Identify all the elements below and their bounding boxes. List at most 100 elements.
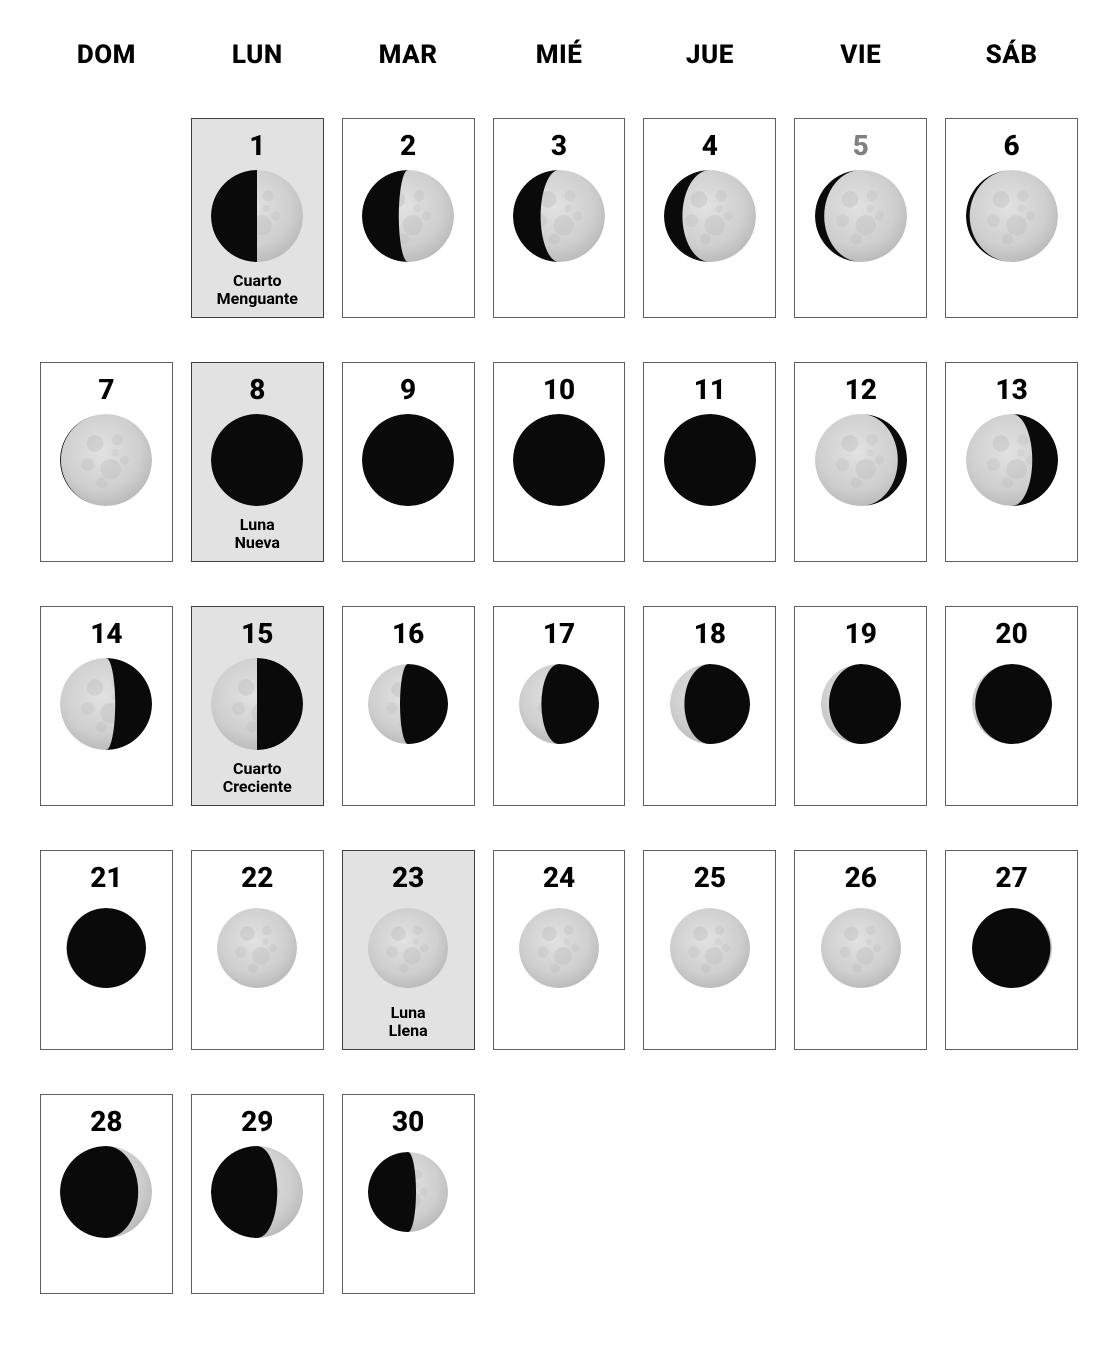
moon-phase-icon	[664, 658, 756, 750]
day-number: 11	[694, 373, 726, 406]
phase-label: Luna Llena	[389, 1004, 428, 1041]
moon-phase-icon	[815, 658, 907, 750]
day-number: 12	[845, 373, 877, 406]
moon-phase-icon	[211, 902, 303, 994]
moon-phase-icon	[664, 414, 756, 506]
day-cell-16[interactable]: 16	[342, 606, 475, 806]
day-cell-9[interactable]: 9	[342, 362, 475, 562]
day-cell-18[interactable]: 18	[643, 606, 776, 806]
day-number: 5	[853, 129, 869, 162]
moon-phase-icon	[513, 658, 605, 750]
day-number: 26	[845, 861, 877, 894]
day-number: 9	[400, 373, 416, 406]
day-number: 23	[392, 861, 424, 894]
day-number: 19	[845, 617, 877, 650]
day-cell-4[interactable]: 4	[643, 118, 776, 318]
day-number: 25	[694, 861, 726, 894]
day-number: 21	[90, 861, 122, 894]
day-cell-29[interactable]: 29	[191, 1094, 324, 1294]
day-header-1: LUN	[191, 40, 324, 74]
day-number: 2	[400, 129, 416, 162]
empty-cell	[40, 118, 173, 318]
day-number: 14	[90, 617, 122, 650]
day-cell-12[interactable]: 12	[794, 362, 927, 562]
day-number: 24	[543, 861, 575, 894]
day-number: 8	[249, 373, 265, 406]
day-number: 7	[98, 373, 114, 406]
day-number: 13	[995, 373, 1027, 406]
moon-phase-icon	[362, 414, 454, 506]
moon-phase-icon	[211, 1146, 303, 1238]
day-header-4: JUE	[643, 40, 776, 74]
moon-phase-icon	[815, 170, 907, 262]
day-cell-20[interactable]: 20	[945, 606, 1078, 806]
day-header-6: SÁB	[945, 40, 1078, 74]
day-cell-22[interactable]: 22	[191, 850, 324, 1050]
day-cell-10[interactable]: 10	[493, 362, 626, 562]
day-number: 18	[694, 617, 726, 650]
day-number: 16	[392, 617, 424, 650]
moon-phase-icon	[211, 170, 303, 262]
day-cell-11[interactable]: 11	[643, 362, 776, 562]
day-number: 17	[543, 617, 575, 650]
day-cell-21[interactable]: 21	[40, 850, 173, 1050]
day-cell-17[interactable]: 17	[493, 606, 626, 806]
moon-phase-icon	[60, 902, 152, 994]
day-cell-27[interactable]: 27	[945, 850, 1078, 1050]
day-number: 30	[392, 1105, 424, 1138]
day-cell-30[interactable]: 30	[342, 1094, 475, 1294]
day-cell-2[interactable]: 2	[342, 118, 475, 318]
day-number: 3	[551, 129, 567, 162]
phase-label: Cuarto Creciente	[223, 760, 292, 797]
day-cell-3[interactable]: 3	[493, 118, 626, 318]
day-cell-19[interactable]: 19	[794, 606, 927, 806]
day-cell-28[interactable]: 28	[40, 1094, 173, 1294]
moon-phase-icon	[513, 902, 605, 994]
moon-phase-icon	[513, 414, 605, 506]
day-cell-14[interactable]: 14	[40, 606, 173, 806]
moon-phase-icon	[664, 170, 756, 262]
day-header-0: DOM	[40, 40, 173, 74]
day-cell-25[interactable]: 25	[643, 850, 776, 1050]
day-number: 4	[702, 129, 718, 162]
phase-label: Luna Nueva	[235, 516, 280, 553]
moon-phase-icon	[60, 658, 152, 750]
moon-phase-icon	[966, 170, 1058, 262]
day-cell-24[interactable]: 24	[493, 850, 626, 1050]
day-number: 10	[543, 373, 575, 406]
moon-phase-icon	[966, 414, 1058, 506]
moon-phase-icon	[966, 658, 1058, 750]
day-cell-23[interactable]: 23 Luna Llena	[342, 850, 475, 1050]
moon-phase-icon	[966, 902, 1058, 994]
day-cell-1[interactable]: 1 Cuarto Menguante	[191, 118, 324, 318]
moon-phase-icon	[60, 1146, 152, 1238]
moon-phase-icon	[211, 414, 303, 506]
moon-phase-icon	[362, 902, 454, 994]
phase-label: Cuarto Menguante	[217, 272, 298, 309]
day-header-3: MIÉ	[493, 40, 626, 74]
day-cell-13[interactable]: 13	[945, 362, 1078, 562]
moon-phase-icon	[815, 902, 907, 994]
day-cell-7[interactable]: 7	[40, 362, 173, 562]
moon-phase-icon	[211, 658, 303, 750]
moon-phase-icon	[513, 170, 605, 262]
day-header-2: MAR	[342, 40, 475, 74]
moon-phase-icon	[815, 414, 907, 506]
day-header-5: VIE	[794, 40, 927, 74]
day-cell-26[interactable]: 26	[794, 850, 927, 1050]
moon-phase-calendar: DOM LUN MAR MIÉ JUE VIE SÁB 1 Cuarto Menguante 2	[40, 40, 1078, 1294]
moon-phase-icon	[362, 170, 454, 262]
day-number: 28	[90, 1105, 122, 1138]
day-number: 6	[1003, 129, 1019, 162]
day-cell-6[interactable]: 6	[945, 118, 1078, 318]
day-number: 22	[241, 861, 273, 894]
day-cell-15[interactable]: 15 Cuarto Creciente	[191, 606, 324, 806]
day-number: 15	[241, 617, 273, 650]
day-cell-5[interactable]: 5	[794, 118, 927, 318]
day-number: 29	[241, 1105, 273, 1138]
moon-phase-icon	[362, 658, 454, 750]
day-number: 27	[995, 861, 1027, 894]
moon-phase-icon	[664, 902, 756, 994]
day-cell-8[interactable]: 8 Luna Nueva	[191, 362, 324, 562]
moon-phase-icon	[362, 1146, 454, 1238]
